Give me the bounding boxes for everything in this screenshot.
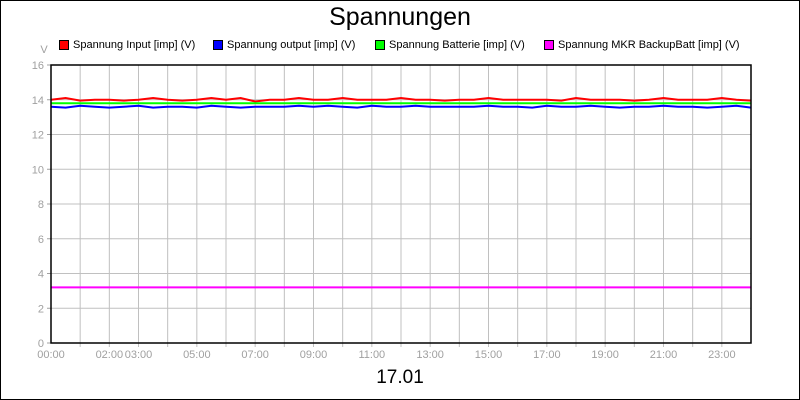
series-line-1 [50,104,752,109]
x-tick-label: 11:00 [358,349,385,361]
y-tick-label: 6 [38,234,44,246]
legend-label: Spannung output [imp] (V) [227,39,356,51]
legend-swatch [544,40,554,50]
y-tick-label: 10 [32,164,44,176]
y-tick-label: 12 [32,130,44,142]
y-axis-unit: V [40,44,48,56]
y-tick-label: 0 [38,338,44,350]
legend-item-output: Spannung output [imp] (V) [213,39,355,51]
x-tick-label: 00:00 [37,349,65,361]
x-tick-label: 17:00 [533,349,561,361]
y-tick-label: 8 [38,199,44,211]
x-tick-label: 13:00 [416,349,444,361]
legend-item-batterie: Spannung Batterie [imp] (V) [375,39,525,51]
x-tick-label: 23:00 [708,349,736,361]
legend-swatch [375,40,385,50]
legend-item-mkr: Spannung MKR BackupBatt [imp] (V) [544,39,740,51]
legend-swatch [59,40,69,50]
x-tick-label: 19:00 [591,349,619,361]
legend-label: Spannung Batterie [imp] (V) [389,39,525,51]
x-tick-label: 21:00 [650,349,678,361]
legend-label: Spannung MKR BackupBatt [imp] (V) [558,39,740,51]
y-tick-label: 2 [38,303,44,315]
x-axis-title: 17.01 [376,367,424,388]
legend-label: Spannung Input [imp] (V) [73,39,196,51]
plot-frame [50,64,752,344]
series-line-0 [50,96,752,103]
x-tick-label: 09:00 [300,349,328,361]
x-tick-label: 15:00 [475,349,503,361]
x-tick-label: 05:00 [183,349,211,361]
x-tick-label: 07:00 [241,349,269,361]
y-tick-label: 16 [32,60,44,72]
y-tick-label: 4 [38,269,44,281]
chart-title: Spannungen [329,3,471,31]
y-tick-label: 14 [32,95,44,107]
legend-item-input: Spannung Input [imp] (V) [59,39,195,51]
legend-swatch [213,40,223,50]
x-tick-label: 02:00 [96,349,124,361]
x-tick-label: 03:00 [125,349,153,361]
